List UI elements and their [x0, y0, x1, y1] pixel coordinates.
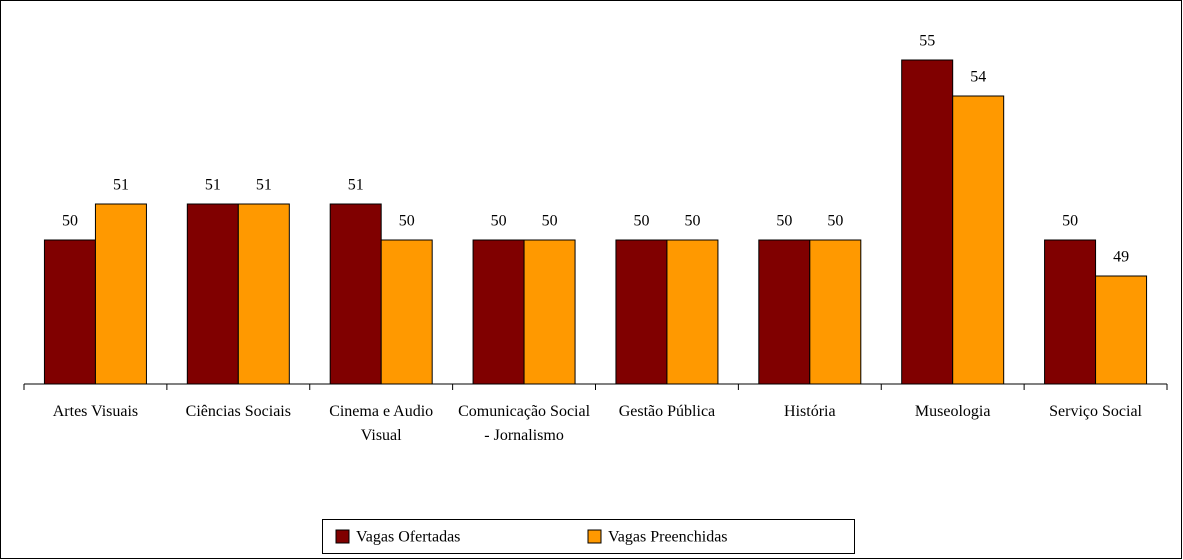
bar: [901, 59, 954, 385]
value-label: 49: [1113, 249, 1129, 266]
value-label: 55: [919, 33, 935, 50]
bar: [809, 239, 862, 385]
value-label: 50: [491, 213, 507, 230]
x-tick-label: Ciências Sociais: [185, 403, 291, 420]
bar: [237, 203, 290, 385]
bar: [1095, 275, 1148, 385]
value-label: 50: [776, 213, 792, 230]
value-label: 50: [633, 213, 649, 230]
value-label: 51: [256, 177, 272, 194]
x-tick-label: Museologia: [914, 403, 991, 420]
value-label: 50: [827, 213, 843, 230]
bar: [523, 239, 576, 385]
legend-label: Vagas Ofertadas: [356, 529, 460, 546]
bar: [472, 239, 525, 385]
value-label: 50: [542, 213, 558, 230]
bar: [186, 203, 239, 385]
x-tick-label: Gestão Pública: [618, 403, 716, 420]
bar: [380, 239, 433, 385]
bar: [1044, 239, 1097, 385]
bar: [615, 239, 668, 385]
bar: [758, 239, 811, 385]
value-label: 50: [62, 213, 78, 230]
bar: [94, 203, 147, 385]
value-label: 54: [970, 69, 986, 86]
value-label: 50: [399, 213, 415, 230]
value-label: 51: [348, 177, 364, 194]
value-label: 51: [113, 177, 129, 194]
value-label: 50: [1062, 213, 1078, 230]
x-tick-label: Cinema e Audio Visual: [329, 403, 434, 444]
bar: [43, 239, 96, 385]
x-tick-label: História: [784, 403, 836, 420]
x-tick-label: Comunicação Social - Jornalismo: [458, 403, 591, 444]
x-tick-label: Serviço Social: [1049, 403, 1142, 420]
x-tick-label: Artes Visuais: [52, 403, 139, 420]
bar: [952, 95, 1005, 385]
bar: [666, 239, 719, 385]
value-label: 51: [205, 177, 221, 194]
legend-swatch: [587, 529, 602, 544]
legend-swatch: [335, 529, 350, 544]
value-label: 50: [684, 213, 700, 230]
bar: [329, 203, 382, 385]
legend-label: Vagas Preenchidas: [608, 529, 728, 546]
